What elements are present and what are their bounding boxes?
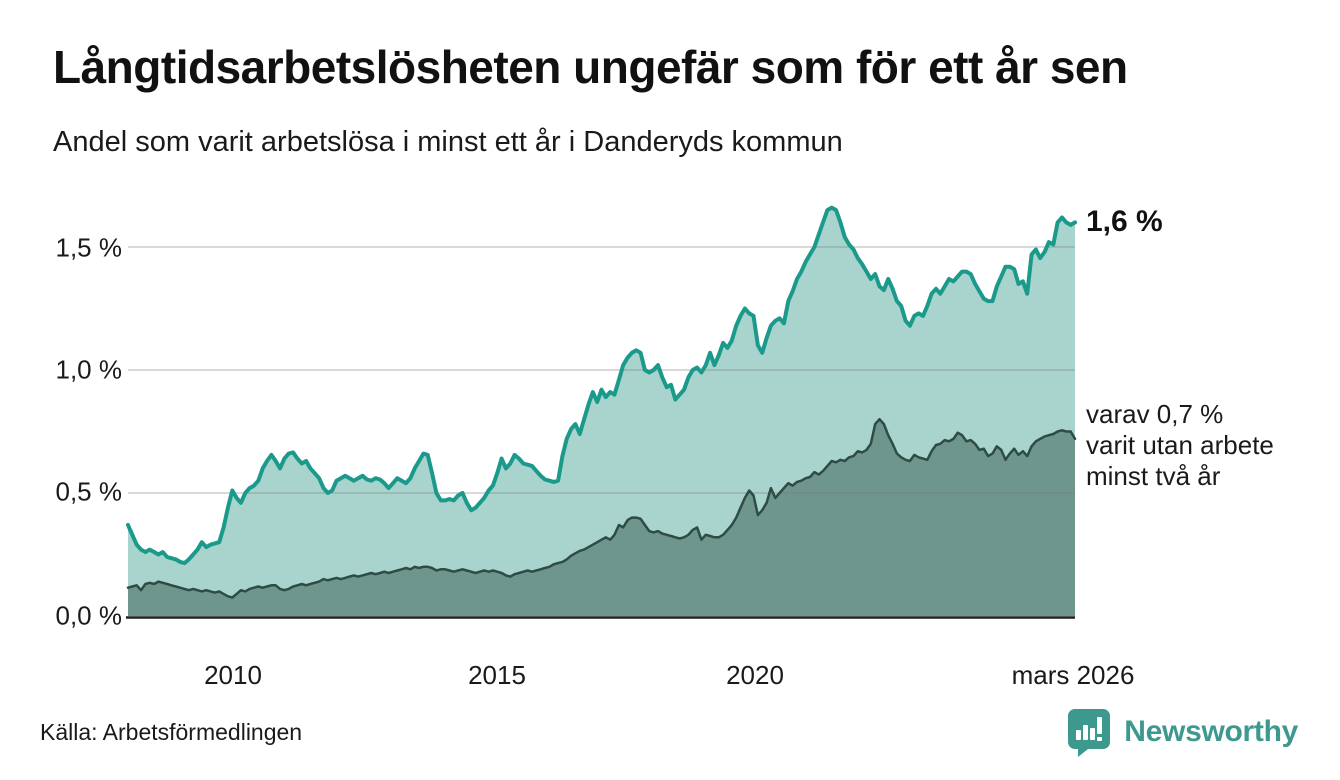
source-caption: Källa: Arbetsförmedlingen	[40, 719, 303, 745]
brand-logo[interactable]: Newsworthy	[1066, 707, 1298, 757]
y-tick-05: 0,5 %	[55, 476, 123, 507]
chart-title: Långtidsarbetslösheten ungefär som för e…	[53, 41, 1128, 93]
series-two-year-line	[126, 417, 1077, 599]
gridlines	[128, 246, 1075, 494]
latest-value-label: 1,6 %	[1086, 205, 1163, 238]
series-one-year-line	[126, 205, 1077, 566]
x-tick-2020: 2020	[726, 660, 784, 690]
newsworthy-icon	[1068, 709, 1111, 757]
series-two-year-area	[128, 419, 1075, 616]
secondary-annotation-line3: minst två år	[1086, 461, 1221, 491]
brand-name: Newsworthy	[1124, 715, 1298, 748]
y-tick-10: 1,0 %	[55, 354, 123, 385]
x-tick-2015: 2015	[468, 660, 526, 690]
chart-subtitle: Andel som varit arbetslösa i minst ett å…	[53, 126, 843, 158]
y-tick-0: 0,0 %	[55, 600, 123, 631]
y-tick-15: 1,5 %	[55, 232, 123, 263]
x-tick-mars-2026: mars 2026	[1011, 660, 1135, 690]
secondary-annotation-line1: varav 0,7 %	[1086, 399, 1224, 429]
secondary-annotation: varav 0,7 % varit utan arbete minst två …	[1086, 399, 1274, 492]
secondary-annotation-line2: varit utan arbete	[1086, 430, 1274, 460]
x-tick-2010: 2010	[204, 660, 262, 690]
